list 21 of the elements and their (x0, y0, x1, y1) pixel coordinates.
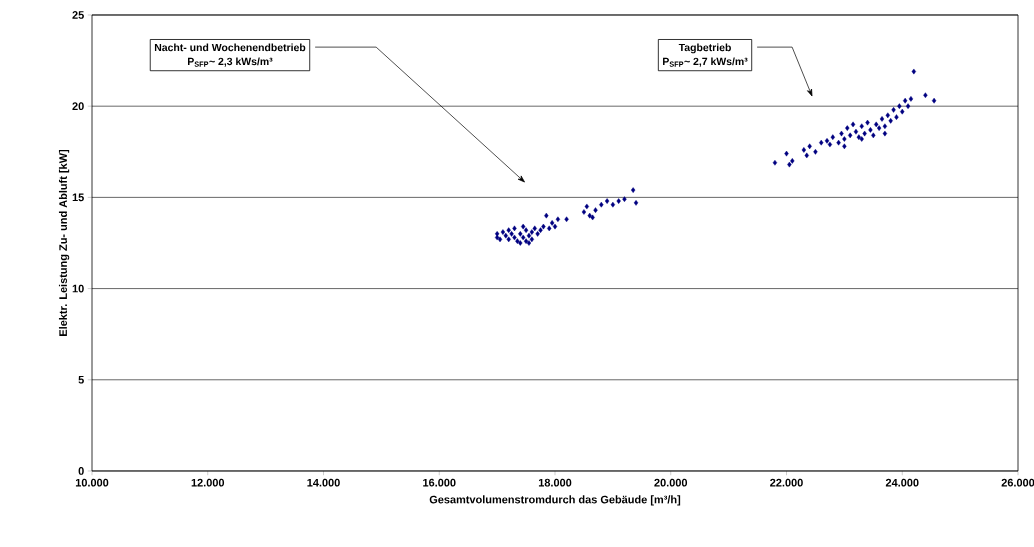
annotation: Tagbetrieb (678, 43, 731, 54)
x-tick-label: 12.000 (191, 478, 225, 487)
x-tick-label: 26.000 (1001, 478, 1034, 487)
y-tick-label: 20 (72, 102, 84, 111)
x-axis-title: Gesamtvolumenstromdurch das Gebäude [m³/h] (429, 495, 681, 506)
y-tick-label: 5 (78, 375, 84, 384)
x-tick-label: 18.000 (538, 478, 572, 487)
y-tick-label: 10 (72, 284, 84, 293)
annotation: P$_{SFP}$~ 2,3 kWs/m³ (188, 57, 273, 67)
y-axis-title: Elektr. Leistung Zu- und Abluft [kW] (58, 149, 70, 336)
y-tick-label: 0 (78, 467, 84, 475)
y-tick-label: 15 (72, 193, 84, 202)
x-tick-label: 24.000 (885, 478, 919, 487)
x-tick-label: 22.000 (770, 478, 803, 487)
x-tick-label: 20.000 (654, 478, 688, 487)
x-tick-label: 16.000 (423, 478, 456, 487)
annotation: P$_{SFP}$~ 2,7 kWs/m³ (663, 57, 748, 67)
x-tick-label: 14.000 (307, 478, 340, 487)
annotation: Nacht- und Wochenendbetrieb (154, 43, 306, 52)
y-tick-label: 25 (72, 11, 84, 19)
x-tick-label: 10.000 (75, 478, 109, 487)
